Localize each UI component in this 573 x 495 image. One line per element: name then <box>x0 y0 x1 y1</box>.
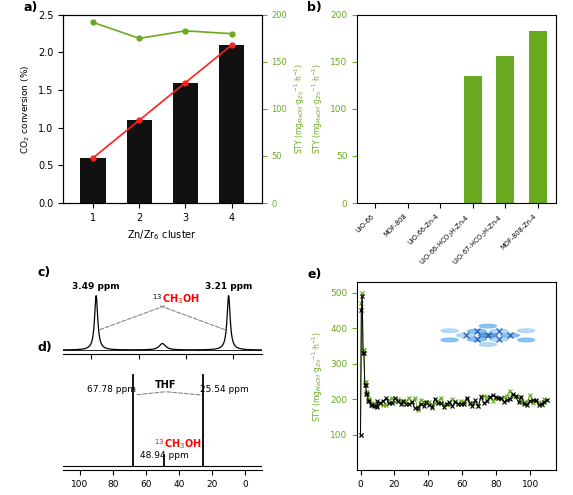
Y-axis label: STY (mg$_{MeOH}$·g$_{Zn}$$^{-1}$·h$^{-1}$): STY (mg$_{MeOH}$·g$_{Zn}$$^{-1}$·h$^{-1}… <box>310 331 324 422</box>
Circle shape <box>457 333 475 337</box>
Bar <box>219 45 245 203</box>
Y-axis label: STY (mg$_{MeOH}$·g$_{Zn}$$^{-1}$·h$^{-1}$): STY (mg$_{MeOH}$·g$_{Zn}$$^{-1}$·h$^{-1}… <box>310 63 324 154</box>
Circle shape <box>468 329 486 333</box>
Circle shape <box>468 338 486 341</box>
Text: d): d) <box>37 341 52 354</box>
Bar <box>80 158 106 203</box>
Text: 48.94 ppm: 48.94 ppm <box>140 451 189 460</box>
Circle shape <box>480 324 496 328</box>
Circle shape <box>478 333 497 337</box>
Circle shape <box>489 329 508 333</box>
Text: a): a) <box>23 1 38 14</box>
Text: 25.54 ppm: 25.54 ppm <box>199 385 248 394</box>
Circle shape <box>501 333 519 337</box>
Circle shape <box>517 329 535 333</box>
Circle shape <box>441 329 458 333</box>
Circle shape <box>517 338 535 342</box>
Text: 3.21 ppm: 3.21 ppm <box>205 282 252 291</box>
Text: c): c) <box>37 266 50 279</box>
Circle shape <box>489 338 508 341</box>
Bar <box>464 76 482 203</box>
Bar <box>127 120 152 203</box>
Circle shape <box>480 343 496 346</box>
Text: 3.49 ppm: 3.49 ppm <box>72 282 120 291</box>
Y-axis label: STY (mg$_{MeOH}$·g$_{Zn}$$^{-1}$·h$^{-1}$): STY (mg$_{MeOH}$·g$_{Zn}$$^{-1}$·h$^{-1}… <box>293 63 307 154</box>
Text: CH$_3$OH: CH$_3$OH <box>162 292 200 306</box>
Text: e): e) <box>308 268 322 281</box>
Bar <box>496 56 514 203</box>
X-axis label: Zn/Zr$_6$ cluster: Zn/Zr$_6$ cluster <box>127 228 197 242</box>
Text: $^{13}$: $^{13}$ <box>154 440 164 449</box>
Y-axis label: CO$_2$ conversion (%): CO$_2$ conversion (%) <box>19 64 32 153</box>
Bar <box>173 83 198 203</box>
Text: CH$_3$OH: CH$_3$OH <box>164 438 202 451</box>
Text: $^{13}$: $^{13}$ <box>152 294 162 304</box>
Circle shape <box>441 338 458 342</box>
Text: THF: THF <box>155 380 176 390</box>
Text: 67.78 ppm: 67.78 ppm <box>87 385 136 394</box>
Bar <box>529 31 547 203</box>
Text: b): b) <box>308 1 322 14</box>
